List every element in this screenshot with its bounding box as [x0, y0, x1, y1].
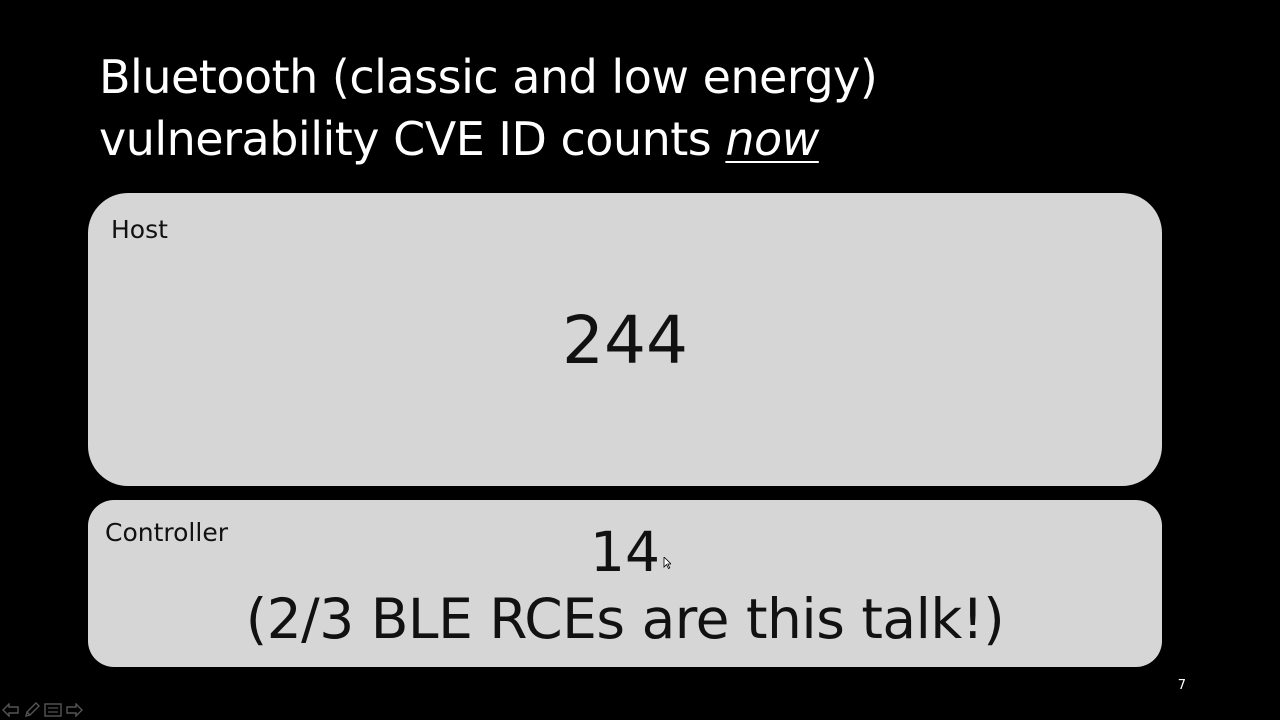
controller-note: (2/3 BLE RCEs are this talk!) [245, 587, 1005, 651]
mouse-pointer-icon [663, 557, 671, 569]
controller-box: Controller 14 (2/3 BLE RCEs are this tal… [88, 500, 1162, 667]
slideshow-nav-controls [1, 701, 84, 719]
next-slide-icon[interactable] [64, 701, 84, 719]
slide-number: 7 [1177, 678, 1186, 693]
host-box: Host 244 [88, 193, 1162, 486]
pen-icon[interactable] [22, 701, 42, 719]
slide-menu-icon[interactable] [43, 701, 63, 719]
controller-label: Controller [105, 518, 228, 547]
controller-count: 14 [590, 520, 660, 584]
previous-slide-icon[interactable] [1, 701, 21, 719]
slide-title-line-2-text: vulnerability CVE ID counts [99, 112, 726, 166]
host-count: 244 [562, 302, 688, 379]
slide-title-line-2: vulnerability CVE ID counts now [99, 108, 1099, 170]
host-label: Host [111, 215, 168, 244]
slide-title-line-1: Bluetooth (classic and low energy) [99, 50, 878, 104]
slide-title-emphasis: now [725, 112, 819, 166]
slide-title: Bluetooth (classic and low energy) vulne… [99, 46, 1099, 170]
